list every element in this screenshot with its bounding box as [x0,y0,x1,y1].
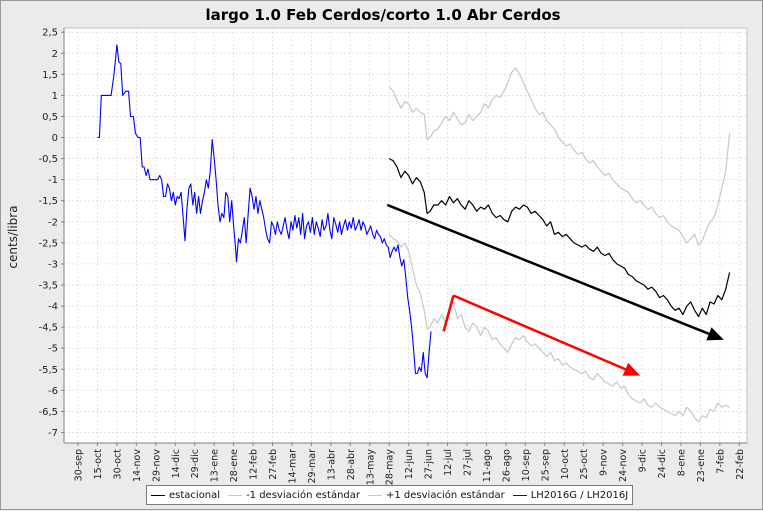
y-tick-label: -5,5 [38,365,58,376]
x-tick-label: 30-sep [74,449,85,481]
chart-title: largo 1.0 Feb Cerdos/corto 1.0 Abr Cerdo… [205,6,560,24]
x-tick-label: 13-ene [210,449,221,482]
series-group [97,44,731,423]
y-axis-label: cents/libra [6,205,20,268]
legend-label-estacional: estacional [169,489,221,501]
x-tick-label: 14-dic [171,449,182,478]
y-tick-label: 1,5 [42,70,58,81]
y-tick-label: -6 [48,386,58,397]
y-tick-label: -1 [48,175,58,186]
x-tick-label: 27-jul [463,449,474,476]
y-tick-label: -2 [48,217,58,228]
y-tick-label: 0,5 [42,112,58,123]
x-tick-label: 7-feb [715,449,726,474]
x-tick-label: 13-abr [326,449,337,480]
y-tick-label: 2 [52,49,58,60]
x-tick-label: 8-ene [676,449,687,476]
x-tick-label: 30-oct [112,449,123,480]
x-tick-label: 11-ago [482,449,493,482]
legend-item-estacional: estacional [151,490,220,501]
x-tick-label: 28-may [385,449,396,486]
x-tick-label: 25-oct [579,449,590,480]
y-tick-label: -3,5 [38,281,58,292]
legend-swatch-estacional [151,494,165,496]
x-tick-label: 29-nov [151,449,162,482]
y-tick-label: -4 [48,302,58,313]
y-tick-label: -4,5 [38,323,58,334]
legend-label-spread: LH2016G / LH2016J [530,489,629,501]
x-tick-label: 14-nov [132,449,143,482]
x-tick-label: 24-nov [618,449,629,482]
black-trend-arrow-head [706,327,724,341]
legend-label-plus-sd: +1 desviación estándar [386,489,505,501]
x-tick-label: 10-sep [521,449,532,481]
series-minus-sd [388,233,730,423]
x-tick-label: 14-mar [287,449,298,484]
y-tick-label: -3 [48,259,58,270]
x-tick-label: 29-mar [307,449,318,484]
y-tick-label: -7 [48,428,58,439]
legend-item-plus-sd: +1 desviación estándar [368,490,505,501]
annotations [386,203,724,376]
legend-label-minus-sd: -1 desviación estándar [246,489,360,501]
x-tick-label: 28-abr [346,449,357,480]
x-tick-label: 22-feb [735,449,746,480]
x-tick-label: 26-ago [501,449,512,482]
x-tick-label: 9-dic [638,449,649,472]
series-plus-sd [388,67,731,246]
black-trend-arrow-shaft [386,203,710,335]
x-tick-label: 29-dic [190,449,201,478]
y-tick-label: -0,5 [38,154,58,165]
legend-item-minus-sd: -1 desviación estándar [228,490,360,501]
legend-swatch-spread [512,494,527,496]
y-tick-label: -6,5 [38,407,58,418]
x-tick-label: 25-sep [540,449,551,481]
x-tick-label: 12-feb [249,449,260,480]
legend-item-spread: LH2016G / LH2016J [512,489,629,501]
red-trend-arrow-head [622,362,641,376]
x-tick-label: 27-jun [424,449,435,479]
x-tick-label: 10-oct [560,449,571,480]
x-tick-label: 15-oct [93,449,104,480]
x-tick-label: 28-ene [229,449,240,482]
x-tick-label: 12-jun [404,449,415,479]
x-tick-label: 13-may [365,449,376,486]
y-tick-label: 2,5 [42,28,58,39]
y-tick-label: 0 [52,133,58,144]
series-estacional [388,158,731,318]
series-spread [97,44,432,379]
y-tick-label: -2,5 [38,238,58,249]
grid [64,28,747,443]
y-tick-label: 1 [52,91,58,102]
legend-swatch-plus-sd [368,494,382,496]
x-tick-label: 24-dic [657,449,668,478]
red-trend-arrow-tail [442,295,455,332]
y-tick-label: -1,5 [38,196,58,207]
x-tick-label: 23-ene [696,449,707,482]
axes: 2,5 2 1,5 1 0,5 0 -0,5 -1 -1,5 -2 -2,5 -3 -3,5 -4 -4,5… [38,28,747,486]
y-tick-label: -5 [48,344,58,355]
red-trend-arrow-shaft [452,294,626,371]
legend: estacional -1 desviación estándar +1 des… [146,485,634,505]
plot-area [63,27,748,444]
x-tick-label: 9-nov [599,449,610,476]
x-tick-label: 12-jul [443,449,454,476]
legend-swatch-minus-sd [228,494,243,496]
x-tick-label: 27-feb [268,449,279,480]
